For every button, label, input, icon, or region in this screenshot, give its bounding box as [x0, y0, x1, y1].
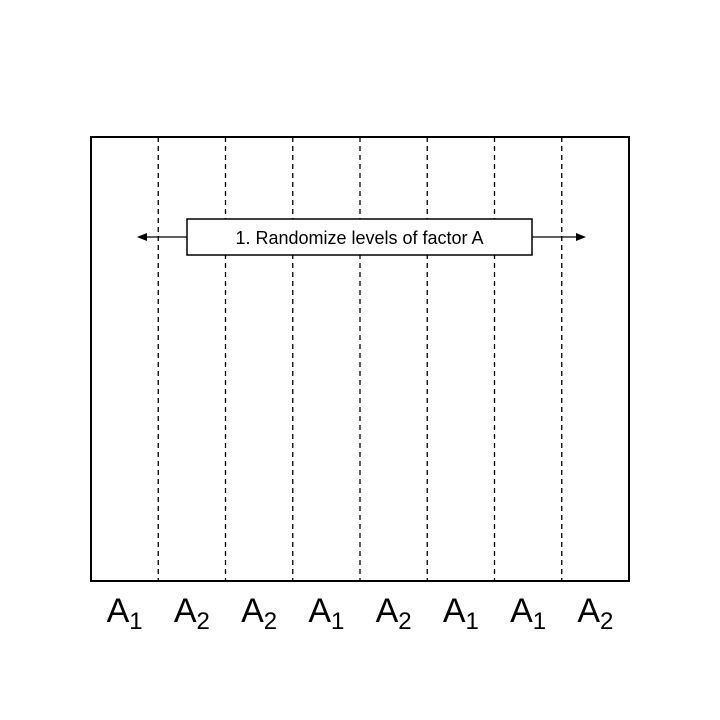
strip-label-subscript: 2 [600, 608, 613, 635]
strip-label-subscript: 2 [398, 608, 411, 635]
strip-label: A2 [174, 592, 210, 635]
strip-label-letter: A [577, 592, 600, 630]
strip-labels: A1 A2 A2 A1 A2 A1 A1 A2 [107, 592, 614, 635]
strip-label: A1 [443, 592, 479, 635]
strip-label-letter: A [174, 592, 197, 630]
strip-label-subscript: 1 [466, 608, 479, 635]
strip-label-subscript: 2 [197, 608, 210, 635]
strip-label-letter: A [443, 592, 466, 630]
instruction-label: 1. Randomize levels of factor A [235, 228, 483, 248]
instruction-box [186, 218, 533, 256]
left-arrowhead-icon [137, 233, 147, 241]
strip-label-letter: A [308, 592, 331, 630]
strip-label-letter: A [376, 592, 399, 630]
strip-label: A1 [308, 592, 344, 635]
strip-label: A2 [577, 592, 613, 635]
strip-label: A1 [107, 592, 143, 635]
strip-label: A2 [376, 592, 412, 635]
right-arrowhead-icon [576, 233, 586, 241]
strip-dividers [157, 137, 563, 581]
strip-label-subscript: 1 [129, 608, 142, 635]
strip-label-subscript: 1 [533, 608, 546, 635]
strip-label-subscript: 1 [331, 608, 344, 635]
strip-label-subscript: 2 [264, 608, 277, 635]
strip-label-letter: A [241, 592, 264, 630]
strip-label-letter: A [107, 592, 130, 630]
randomize-arrow [137, 233, 586, 241]
strip-label-letter: A [510, 592, 533, 630]
strip-label: A2 [241, 592, 277, 635]
strip-label: A1 [510, 592, 546, 635]
